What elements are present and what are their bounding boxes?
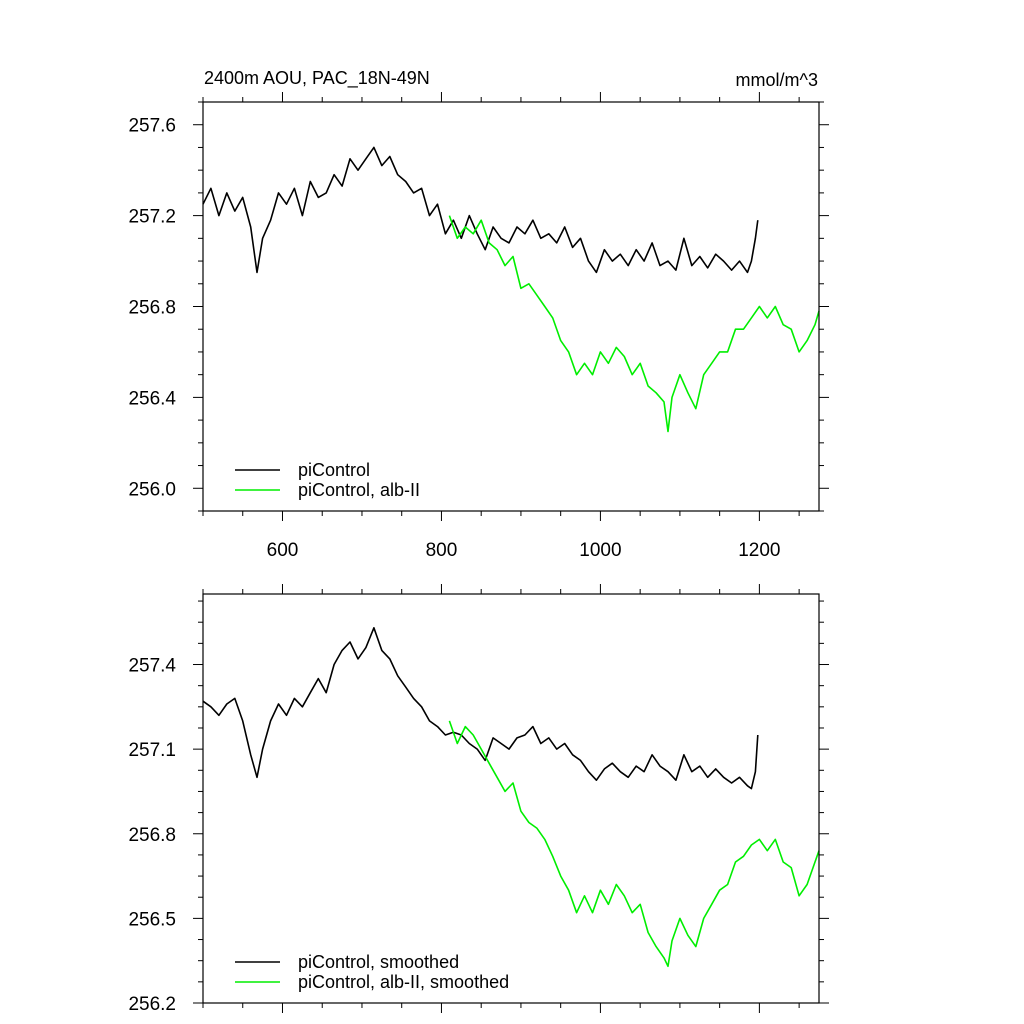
axis-ticks: 256.2 256.5 256.8 257.1 257.4	[128, 584, 829, 1015]
series-line-picontrol	[202, 627, 759, 790]
plot-frame	[202, 101, 820, 512]
y-tick-label: 257.6	[128, 116, 176, 137]
x-tick-label: 800	[426, 540, 458, 561]
plot-frame	[202, 593, 820, 1004]
y-tick-label: 256.2	[128, 994, 176, 1015]
x-tick-label: 600	[267, 540, 299, 561]
x-tick-label: 1000	[579, 540, 621, 561]
y-tick-label: 256.0	[128, 479, 176, 500]
legend-label-alb-smoothed: piControl, alb-II, smoothed	[298, 972, 509, 992]
y-tick-label: 256.8	[128, 298, 176, 319]
units-label: mmol/m^3	[736, 70, 818, 90]
y-tick-label: 256.8	[128, 825, 176, 846]
legend: piControl piControl, alb-II	[235, 460, 420, 500]
y-tick-label: 256.5	[128, 909, 176, 930]
series-lines	[202, 146, 820, 433]
y-tick-label: 256.4	[128, 388, 176, 409]
x-tick-label: 1200	[738, 540, 780, 561]
legend: piControl, smoothed piControl, alb-II, s…	[235, 952, 509, 992]
series-lines	[202, 627, 820, 968]
axis-ticks: 600 800 1000 1200 256.0 256.4 256.8 257.2 257.6	[128, 92, 829, 561]
y-tick-label: 257.1	[128, 740, 176, 761]
legend-label-piControl: piControl	[298, 460, 370, 480]
legend-label-piControl-smoothed: piControl, smoothed	[298, 952, 459, 972]
panel-title: 2400m AOU, PAC_18N-49N	[204, 68, 430, 89]
legend-label-alb: piControl, alb-II	[298, 480, 420, 500]
top-panel: 2400m AOU, PAC_18N-49N mmol/m^3 600 800 10…	[128, 68, 829, 561]
bottom-panel: 256.2 256.5 256.8 257.1 257.4 piControl, smo…	[128, 584, 829, 1015]
series-line-alb-ii	[448, 215, 820, 433]
y-tick-label: 257.4	[128, 656, 176, 677]
series-line-picontrol	[202, 146, 759, 274]
series-line-alb-ii	[448, 720, 820, 968]
y-tick-label: 257.2	[128, 207, 176, 228]
